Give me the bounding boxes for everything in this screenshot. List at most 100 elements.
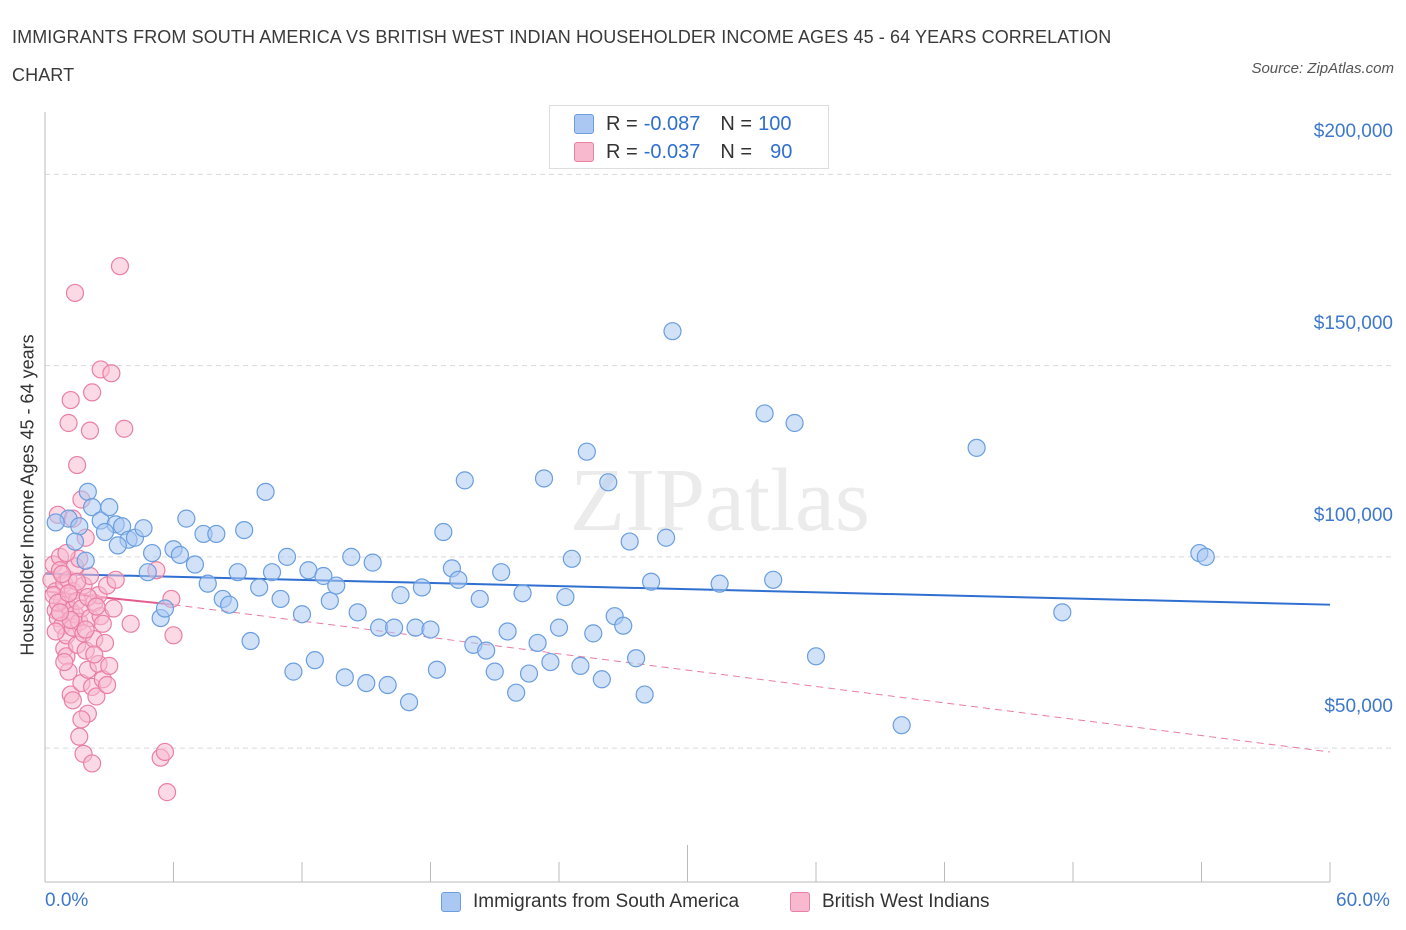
point-south-america: [626, 649, 646, 668]
point-south-america: [455, 471, 474, 490]
point-south-america: [65, 532, 85, 551]
point-south-america: [235, 520, 254, 540]
point-british-west-indians: [85, 645, 104, 664]
point-south-america: [663, 322, 682, 341]
point-south-america: [556, 587, 575, 607]
legend-r-value: -0.087: [643, 112, 701, 135]
legend-r-label: R =: [606, 140, 638, 163]
point-british-west-indians: [61, 390, 80, 410]
legend-n-label: N =: [720, 112, 753, 135]
point-south-america: [378, 675, 397, 695]
y-tick-label: $150,000: [1313, 313, 1393, 334]
point-south-america: [620, 532, 639, 551]
legend-row-south-america: R = -0.087 N = 100: [574, 110, 791, 138]
point-british-west-indians: [72, 710, 91, 729]
point-south-america: [507, 683, 526, 702]
data-points: [42, 257, 1215, 802]
point-british-west-indians: [50, 603, 70, 622]
point-british-west-indians: [87, 687, 106, 706]
point-south-america: [892, 716, 911, 735]
point-south-america: [391, 586, 410, 605]
point-south-america: [277, 547, 297, 566]
point-british-west-indians: [104, 599, 123, 618]
legend-n-value: 100: [758, 112, 792, 135]
point-british-west-indians: [76, 620, 95, 639]
point-south-america: [571, 656, 590, 675]
series-legend-british-west-indians: British West Indians: [790, 888, 990, 916]
y-tick-label: $50,000: [1324, 696, 1393, 717]
point-south-america: [449, 570, 468, 589]
point-south-america: [477, 641, 496, 660]
legend-r-label: R =: [606, 112, 638, 135]
y-tick-label: $100,000: [1313, 505, 1393, 526]
point-south-america: [155, 599, 175, 618]
trend-lines: [44, 572, 1331, 753]
point-south-america: [967, 438, 986, 457]
point-south-america: [70, 517, 89, 536]
point-south-america: [434, 522, 453, 542]
point-south-america: [656, 528, 676, 547]
y-axis-label: Householder Income Ages 45 - 64 years: [17, 334, 38, 656]
point-british-west-indians: [53, 564, 72, 584]
series-name: Immigrants from South America: [473, 891, 740, 912]
point-south-america: [412, 578, 432, 597]
point-south-america: [592, 670, 611, 689]
point-british-west-indians: [115, 419, 134, 438]
point-south-america: [577, 442, 596, 461]
grid-lines: [45, 173, 1395, 749]
point-south-america: [76, 551, 95, 570]
point-south-america: [342, 547, 361, 566]
point-south-america: [348, 603, 367, 622]
point-british-west-indians: [164, 626, 183, 645]
point-south-america: [421, 620, 440, 639]
point-british-west-indians: [46, 622, 65, 641]
point-south-america: [100, 498, 119, 517]
trend-line-british-west-indians-extended: [173, 604, 1331, 753]
point-south-america: [498, 622, 517, 641]
point-south-america: [284, 662, 303, 681]
legend-swatch-blue: [574, 114, 594, 134]
point-south-america: [327, 576, 346, 595]
point-south-america: [641, 572, 661, 591]
series-swatch-pink: [790, 892, 810, 912]
point-south-america: [228, 563, 247, 582]
point-south-america: [806, 647, 826, 666]
chart-title: IMMIGRANTS FROM SOUTH AMERICA VS BRITISH…: [12, 27, 1112, 85]
point-south-america: [519, 664, 539, 683]
point-south-america: [1196, 547, 1215, 566]
watermark: ZIPatlas: [570, 451, 870, 550]
point-south-america: [262, 563, 282, 582]
point-south-america: [492, 563, 511, 582]
point-south-america: [305, 651, 324, 670]
point-south-america: [599, 473, 618, 492]
legend-swatch-pink: [574, 142, 594, 162]
correlation-legend: R = -0.087 N = 100 R = -0.037 N = 90: [549, 105, 829, 169]
point-south-america: [177, 509, 196, 528]
point-south-america: [534, 469, 554, 488]
legend-n-label: N =: [720, 140, 753, 163]
point-south-america: [241, 631, 260, 651]
point-south-america: [513, 584, 532, 603]
point-south-america: [46, 513, 65, 532]
point-south-america: [528, 633, 547, 653]
point-south-america: [635, 685, 654, 704]
point-british-west-indians: [95, 633, 115, 653]
x-tick-label-min: 0.0%: [45, 890, 89, 911]
series-legend-south-america: Immigrants from South America: [441, 888, 739, 916]
series-name: British West Indians: [822, 891, 990, 912]
point-south-america: [584, 624, 603, 643]
point-south-america: [427, 660, 447, 679]
point-south-america: [78, 482, 97, 501]
point-south-america: [138, 563, 157, 582]
series-swatch-blue: [441, 892, 461, 912]
point-south-america: [764, 570, 783, 589]
point-british-west-indians: [110, 257, 130, 276]
point-south-america: [541, 652, 560, 672]
point-british-west-indians: [83, 754, 102, 773]
point-south-america: [314, 566, 333, 586]
point-british-west-indians: [68, 455, 87, 475]
point-british-west-indians: [59, 413, 78, 433]
point-british-west-indians: [157, 783, 177, 802]
legend-row-british-west-indians: R = -0.037 N = 90: [574, 138, 792, 166]
